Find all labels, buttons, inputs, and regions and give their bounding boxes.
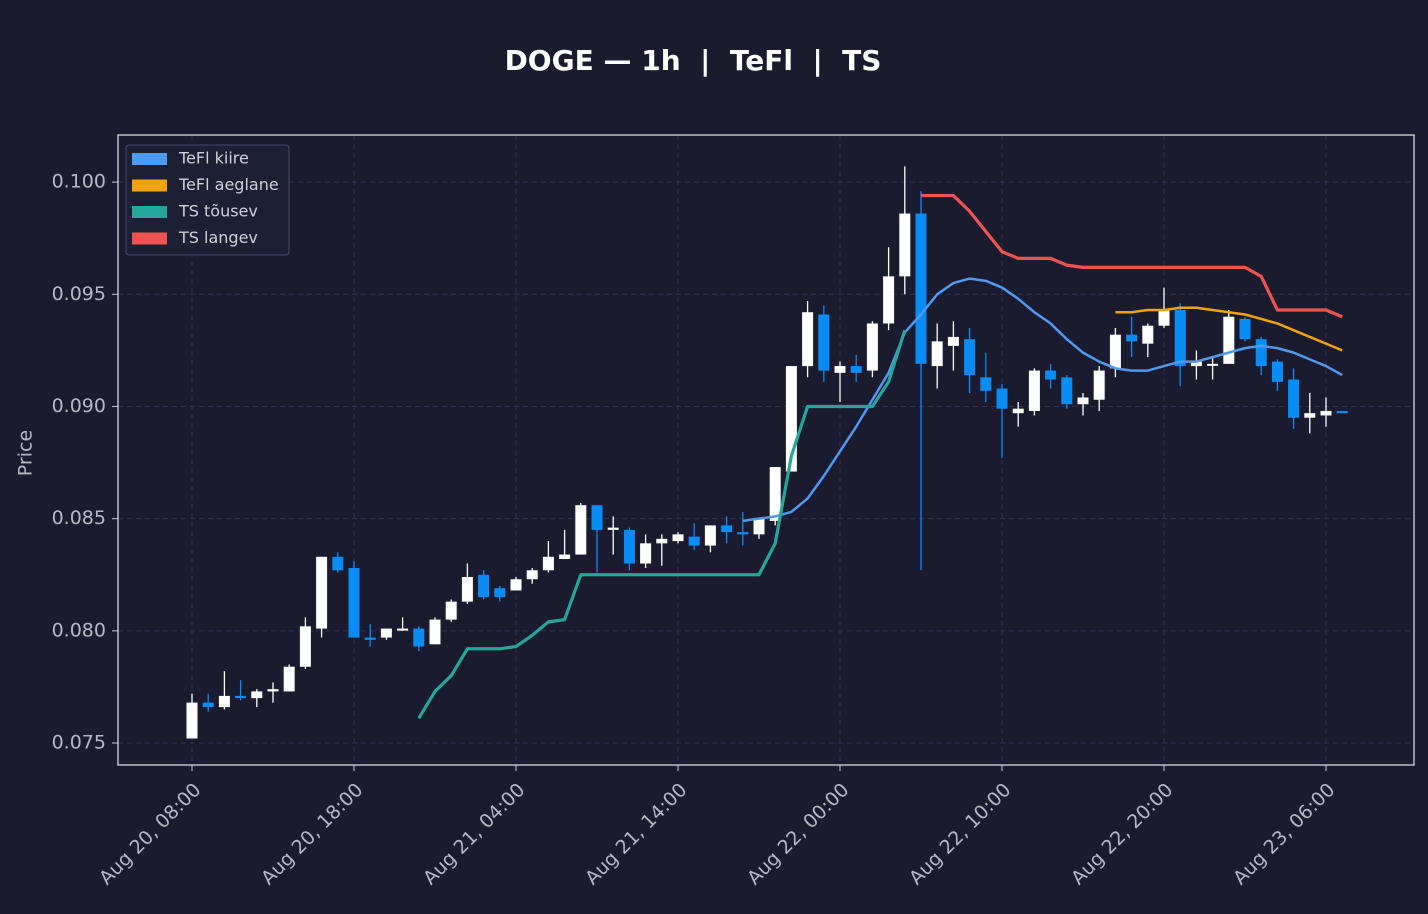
candle-body [1255,339,1267,367]
candle-body [1288,379,1300,418]
indicator-line [1115,306,1343,352]
candle-body [283,666,295,692]
candle-body [186,702,198,739]
indicator-line [742,277,1343,523]
legend: TeFl kiire TeFl aeglane TS tõusev TS langev [125,144,290,256]
candle-body [461,576,473,602]
candle-body [1190,361,1202,367]
candle-body [1304,413,1316,418]
legend-label: TeFl aeglane [178,175,279,194]
candle-body [1142,325,1154,344]
indicator-line [921,193,1343,319]
chart-title: DOGE — 1h | TeFl | TS [505,44,882,77]
candle-body [1028,370,1040,411]
candle-body [1012,408,1024,414]
candle-body [1336,410,1348,414]
candle-body [1320,410,1332,416]
candle-body [478,574,490,598]
candle-body [575,505,587,555]
candle-body [802,312,814,367]
candle-body [413,628,425,647]
candle-body [510,579,522,591]
candle-body [866,323,878,371]
candle-body [688,536,700,546]
candle-body [704,525,716,546]
candle-body [964,339,976,376]
candle-body [364,637,376,640]
candle-body [996,388,1008,409]
candle-body [332,556,344,571]
y-tick-label: 0.085 [52,507,106,529]
candle-body [1077,397,1089,405]
candle-body [640,543,652,564]
candle-body [785,366,797,472]
legend-swatch [132,153,167,165]
candle-body [947,336,959,346]
indicator-line [417,329,907,720]
candle-body [980,377,992,391]
legend-label: TeFl kiire [178,149,249,168]
candle-body [818,314,830,371]
candle-body [931,341,943,367]
candle-body [267,689,279,692]
candle-body [526,570,538,580]
candle-body [494,588,506,598]
candle-body [737,532,749,535]
candle-body [202,702,214,708]
candle-body [542,556,554,571]
candle-body [753,518,765,535]
candle-body [380,628,392,638]
candle-body [1271,361,1283,382]
candle-body [1045,370,1057,380]
legend-label: TS langev [178,228,258,247]
candle-body [591,505,603,530]
candle-body [915,213,927,364]
candle-body [1158,310,1170,326]
candle-body [1207,363,1219,366]
candle-body [218,695,230,708]
candle-body [1061,377,1073,405]
candle-body [607,527,619,530]
candle-body [1174,310,1186,367]
candle-body [397,628,409,631]
legend-swatch [132,232,167,245]
plot-frame [117,134,1415,766]
candle-body [672,534,684,542]
candle-body [656,538,668,544]
candle-body [1109,334,1121,369]
y-axis-label: Price [15,430,37,476]
y-tick-label: 0.080 [52,619,106,641]
candle-body [316,556,328,629]
y-tick-label: 0.090 [52,395,106,417]
candle-body [235,695,247,699]
candle-body [559,554,571,560]
candle-body [251,691,263,699]
y-tick-label: 0.095 [52,283,106,305]
candle-body [850,366,862,373]
y-tick-label: 0.075 [52,732,106,754]
candle-body [1093,370,1105,400]
candle-body [1239,318,1251,340]
candle-body [769,467,781,521]
legend-box [125,144,290,256]
candle-body [299,626,311,667]
candle-body [834,366,846,373]
candle-body [883,276,895,324]
legend-label: TS tõusev [178,202,258,221]
candle-body [623,529,635,564]
candle-body [1223,316,1235,364]
candle-body [1126,334,1138,342]
candle-body [721,525,733,533]
candle-body [429,619,441,645]
candle-body [348,568,360,638]
legend-swatch [132,179,167,192]
legend-swatch [132,206,167,218]
y-tick-label: 0.100 [52,171,106,193]
candle-body [445,601,457,620]
candle-body [899,213,911,277]
